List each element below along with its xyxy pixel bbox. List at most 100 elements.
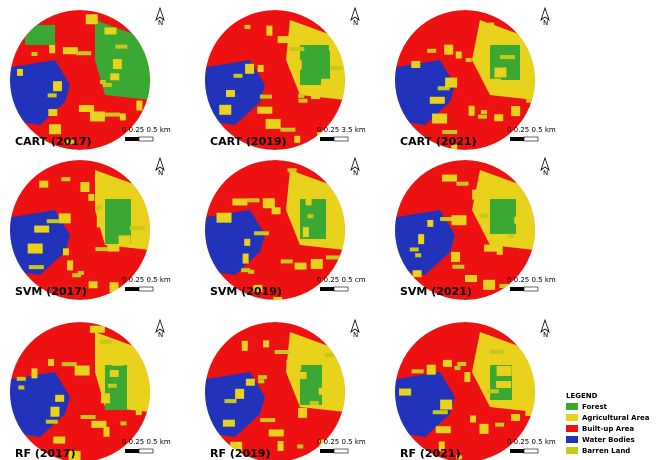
patch [55,395,64,402]
patch [62,362,77,366]
patch [500,55,515,59]
patch [497,245,503,255]
patch [466,58,472,62]
patch [80,182,89,192]
patch [96,206,102,210]
scale-bar [510,137,524,141]
patch [247,198,259,202]
patch [436,426,451,433]
panel-label: SVM (2017) [15,285,87,298]
patch [233,74,242,78]
patch [108,384,117,388]
forest [25,25,55,45]
patch [480,424,489,434]
patch [415,253,421,257]
patch [90,326,105,333]
patch [470,415,476,422]
scale-bar [524,137,538,141]
patch [321,79,330,89]
scale-bar [320,137,334,141]
patch [130,226,145,230]
patch [91,421,106,428]
patch [272,207,281,214]
scale-label: 0 0.25 0.5 km [507,276,556,284]
patch [495,423,504,427]
forest [300,365,322,405]
legend-label: Forest [582,403,608,411]
patch [290,60,302,70]
patch [443,360,452,367]
patch [496,381,511,388]
patch [520,201,529,211]
patch [244,239,250,246]
patch [246,379,255,386]
panel-label: RF (2017) [15,447,75,460]
north-label: N [543,169,548,177]
patch [292,372,307,379]
patch [488,23,494,33]
patch [46,420,58,424]
patch [226,90,235,97]
patch [72,273,81,277]
legend-label: Barren Land [582,447,630,455]
patch [111,356,123,366]
patch [101,393,110,403]
patch [133,206,148,213]
patch [50,407,59,417]
patch [483,280,495,290]
patch [490,350,505,354]
patch [484,335,490,342]
patch [399,389,411,396]
legend-label: Built-up Area [582,425,634,433]
patch [278,36,293,43]
scale-label: 0 0.25 0.5 cm [317,276,366,284]
patch [444,45,453,55]
patch [242,341,248,351]
patch [451,252,460,262]
patch [427,365,436,375]
patch [28,244,43,254]
patch [97,217,103,227]
panel-label: RF (2019) [210,447,270,460]
patch [136,101,142,111]
patch [18,386,24,390]
scale-bar [524,449,538,453]
panel-label: CART (2021) [400,135,477,148]
patch [266,26,272,36]
patch [81,415,96,419]
patch [480,214,489,218]
patch [86,14,98,24]
scale-label: 0 0.25 0.5 km [122,276,171,284]
patch [260,95,272,99]
scale-bar [125,449,139,453]
patch [440,400,452,410]
patch [411,61,420,68]
scale-bar [524,287,538,291]
patch [224,399,236,403]
patch [235,389,244,399]
patch [219,105,231,115]
patch [319,388,328,395]
patch [32,52,38,56]
scale-label: 0 0.25 0.5 km [122,438,171,446]
patch [278,441,284,451]
patch [120,421,126,425]
patch [427,49,436,53]
patch [412,369,424,373]
scale-bar [334,449,348,453]
scale-label: 0 0.25 0.5 km [317,438,366,446]
patch [325,353,337,357]
patch [476,202,485,209]
patch [298,94,304,98]
north-label: N [158,331,163,339]
patch [307,214,313,218]
north-label: N [353,19,358,27]
scale-label: 0 0.25 0.5 km [122,126,171,134]
patch [217,213,232,223]
patch [53,81,62,91]
legend-title: LEGEND [566,392,598,400]
patch [258,65,264,72]
patch [113,59,122,69]
patch [49,124,61,134]
patch [294,136,300,143]
